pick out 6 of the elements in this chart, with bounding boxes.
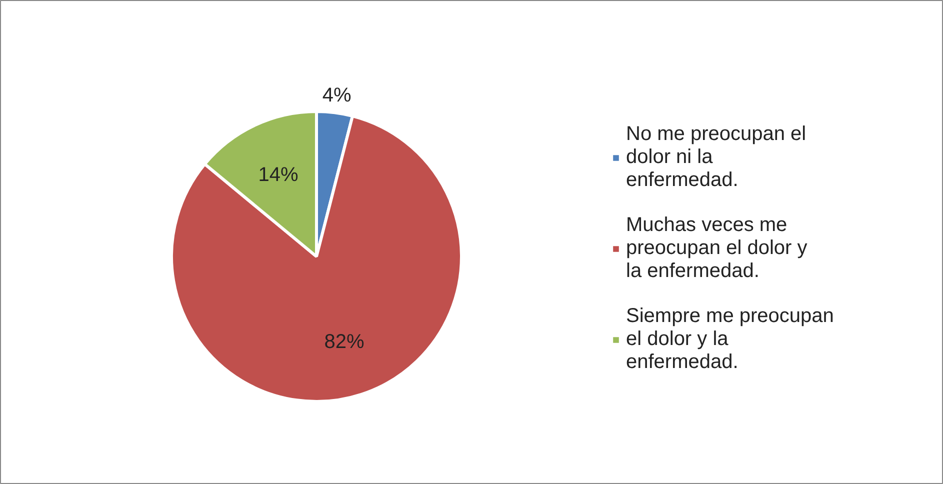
legend-label: Siempre me preocupan el dolor y la enfermedad. xyxy=(626,305,834,374)
data-label: 82% xyxy=(324,331,365,353)
legend-label: No me preocupan el dolor ni la enfermedad. xyxy=(626,123,806,192)
legend-label: Muchas veces me preocupan el dolor y la enfermedad. xyxy=(626,214,808,283)
data-label: 14% xyxy=(258,164,298,186)
data-label: 4% xyxy=(322,84,352,106)
